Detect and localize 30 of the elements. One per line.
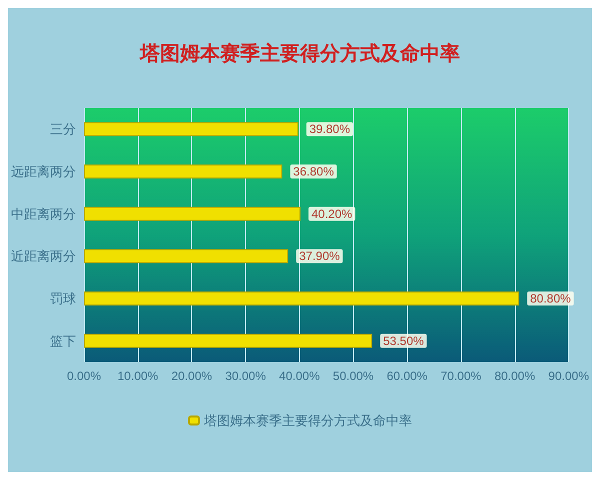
- y-tick-label: 三分: [50, 122, 76, 137]
- text: 39.80%: [309, 122, 350, 136]
- y-tick-label: 中距离两分: [11, 206, 76, 222]
- bar: [84, 249, 288, 264]
- x-tick-label: 0.00%: [66, 369, 102, 383]
- x-tick-label: 50.00%: [332, 369, 374, 383]
- text: 40.20%: [311, 206, 352, 221]
- bar: [84, 206, 300, 221]
- text: 36.80%: [293, 164, 334, 178]
- x-tick-label: 40.00%: [279, 369, 320, 383]
- x-tick-label: 90.00%: [548, 369, 590, 383]
- y-tick-label: 远距离两分: [11, 164, 76, 179]
- text: 80.80%: [530, 292, 571, 306]
- bar: [84, 122, 298, 136]
- x-tick-label: 20.00%: [171, 369, 212, 383]
- chart-title: 塔图姆本赛季主要得分方式及命中率: [139, 41, 460, 65]
- text: 53.50%: [383, 334, 424, 348]
- bar: [84, 164, 282, 178]
- text: 37.90%: [299, 249, 340, 264]
- bar: [84, 292, 520, 306]
- bar: [84, 334, 372, 348]
- y-tick-label: 近距离两分: [11, 248, 76, 264]
- legend-label: 塔图姆本赛季主要得分方式及命中率: [203, 413, 412, 428]
- x-tick-label: 10.00%: [118, 369, 159, 383]
- x-tick-label: 70.00%: [440, 369, 482, 383]
- x-tick-label: 30.00%: [225, 369, 266, 383]
- y-tick-label: 罚球: [50, 291, 76, 306]
- x-tick-label: 60.00%: [386, 369, 428, 383]
- y-tick-label: 篮下: [50, 333, 76, 348]
- x-tick-label: 80.00%: [494, 369, 536, 383]
